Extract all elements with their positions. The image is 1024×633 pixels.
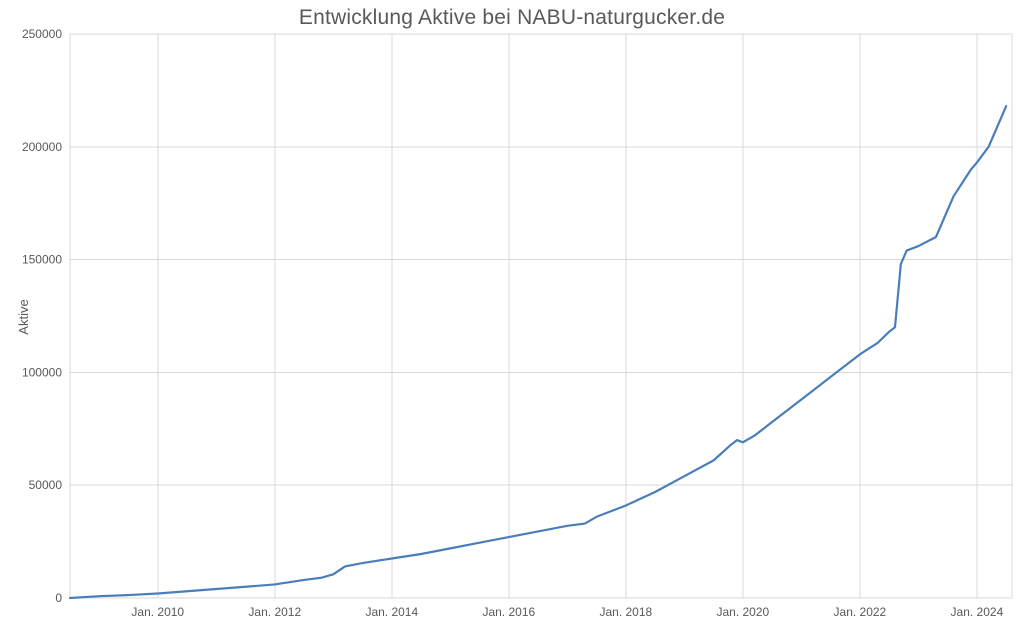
x-tick-label: Jan. 2014	[365, 605, 418, 619]
chart-svg: 0 50000 100000 150000 200000 250000 Jan. 2010 J…	[0, 0, 1024, 633]
series-line-aktive	[70, 106, 1006, 598]
x-tick-label: Jan. 2022	[834, 605, 887, 619]
x-tick-label: Jan. 2020	[716, 605, 769, 619]
x-tick-label: Jan. 2012	[248, 605, 301, 619]
y-tick-label: 0	[55, 591, 62, 605]
x-tick-label: Jan. 2016	[482, 605, 535, 619]
y-tick-label: 250000	[22, 27, 62, 41]
x-tick-label: Jan. 2010	[131, 605, 184, 619]
y-tick-label: 150000	[22, 253, 62, 267]
y-tick-label: 50000	[29, 478, 63, 492]
y-tick-label: 100000	[22, 365, 62, 379]
x-tick-label: Jan. 2018	[599, 605, 652, 619]
y-tick-label: 200000	[22, 140, 62, 154]
chart-container: Entwicklung Aktive bei NABU-naturgucker.…	[0, 0, 1024, 633]
x-tick-label: Jan. 2024	[951, 605, 1004, 619]
